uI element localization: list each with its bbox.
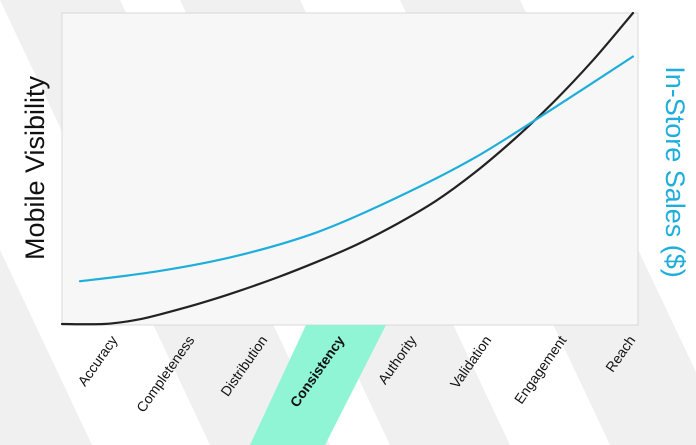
x-tick-label-engagement: Engagement <box>511 332 570 406</box>
backdrop-band <box>0 250 92 445</box>
y-axis-label-right: In-Store Sales ($) <box>660 66 690 278</box>
y-axis-label-left: Mobile Visibility <box>20 75 50 260</box>
highlight-band <box>250 325 386 445</box>
plot-area <box>61 12 639 326</box>
series-line-in-store-sales <box>78 55 635 283</box>
x-tick-label-accuracy: Accuracy <box>74 333 120 389</box>
